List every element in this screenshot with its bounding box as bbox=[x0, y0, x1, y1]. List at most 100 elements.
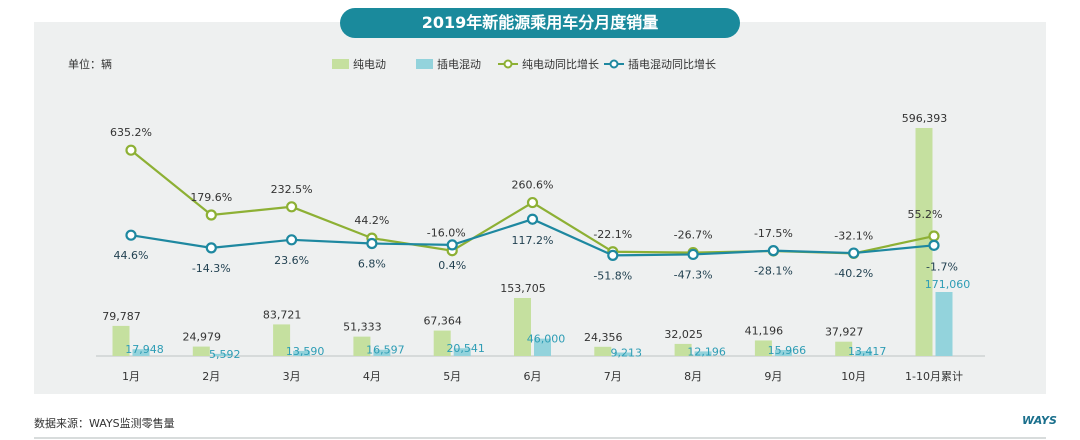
line-label-1-0: 44.6% bbox=[114, 249, 149, 262]
x-tick-label-8: 9月 bbox=[764, 370, 782, 383]
bar-phev-10 bbox=[935, 292, 953, 356]
bar-phev-7 bbox=[694, 351, 712, 356]
chart-title: 2019年新能源乘用车分月度销量 bbox=[340, 8, 740, 38]
bar-label-bev-4: 67,364 bbox=[423, 315, 462, 328]
legend-marker-3 bbox=[609, 59, 619, 69]
bar-label-bev-8: 41,196 bbox=[745, 324, 784, 337]
legend-label-1: 插电混动 bbox=[437, 57, 481, 71]
bar-label-phev-7: 12,196 bbox=[687, 345, 726, 358]
x-tick-label-0: 1月 bbox=[122, 370, 140, 383]
bar-label-phev-1: 5,592 bbox=[209, 348, 241, 361]
bar-phev-1 bbox=[212, 353, 230, 356]
bar-label-phev-3: 16,597 bbox=[366, 344, 405, 357]
line-label-0-8: -17.5% bbox=[754, 227, 793, 240]
bar-bev-6 bbox=[594, 346, 612, 356]
x-tick-label-5: 6月 bbox=[524, 370, 542, 383]
line-point-1-0 bbox=[125, 229, 137, 241]
line-point-0-10 bbox=[928, 230, 940, 242]
legend-label-3: 插电混动同比增长 bbox=[628, 57, 716, 71]
line-point-0-5 bbox=[526, 196, 539, 209]
bar-phev-6 bbox=[614, 352, 632, 356]
line-label-1-10: -1.7% bbox=[926, 260, 958, 273]
bar-bev-2 bbox=[273, 324, 291, 356]
bar-bev-8 bbox=[754, 340, 772, 356]
bar-bev-9 bbox=[835, 341, 853, 356]
bar-label-bev-10: 596,393 bbox=[902, 112, 948, 125]
line-label-0-4: -16.0% bbox=[427, 227, 466, 240]
bar-label-bev-9: 37,927 bbox=[825, 326, 864, 339]
line-label-0-6: -22.1% bbox=[593, 228, 632, 241]
line-point-0-2 bbox=[286, 201, 298, 213]
bar-label-phev-0: 17,948 bbox=[125, 343, 164, 356]
bar-label-phev-2: 13,590 bbox=[286, 345, 325, 358]
line-label-1-5: 117.2% bbox=[512, 234, 554, 247]
legend-swatch-1 bbox=[416, 59, 433, 69]
x-tick-label-10: 1-10月累计 bbox=[905, 370, 963, 383]
line-label-1-9: -40.2% bbox=[834, 267, 873, 280]
line-label-0-0: 635.2% bbox=[110, 126, 152, 139]
footer-divider bbox=[34, 437, 1046, 439]
bar-phev-8 bbox=[774, 349, 792, 356]
x-tick-label-9: 10月 bbox=[841, 370, 866, 383]
bar-bev-4 bbox=[433, 330, 451, 356]
line-point-1-8 bbox=[767, 245, 780, 257]
line-point-1-10 bbox=[928, 239, 940, 251]
line-point-1-5 bbox=[526, 213, 539, 225]
bar-label-bev-0: 79,787 bbox=[102, 310, 141, 323]
line-label-0-1: 179.6% bbox=[190, 191, 232, 204]
x-tick-label-7: 8月 bbox=[684, 370, 702, 383]
bar-label-phev-10: 171,060 bbox=[925, 278, 971, 291]
bar-label-bev-7: 32,025 bbox=[664, 328, 703, 341]
line-point-1-4 bbox=[446, 239, 458, 251]
bar-bev-3 bbox=[353, 336, 371, 356]
line-point-1-7 bbox=[687, 248, 699, 261]
bar-label-phev-9: 13,417 bbox=[848, 345, 887, 358]
line-label-1-3: 6.8% bbox=[358, 258, 386, 271]
line-label-1-7: -47.3% bbox=[674, 268, 713, 281]
line-label-0-5: 260.6% bbox=[512, 179, 554, 192]
bar-phev-4 bbox=[453, 348, 471, 356]
bar-bev-5 bbox=[514, 298, 531, 356]
line-label-0-9: -32.1% bbox=[834, 229, 873, 242]
line-point-1-3 bbox=[366, 237, 378, 250]
bar-bev-1 bbox=[192, 346, 210, 356]
bar-bev-0 bbox=[112, 325, 130, 356]
line-label-0-10: 55.2% bbox=[908, 208, 943, 221]
bar-phev-0 bbox=[132, 349, 150, 356]
bar-label-bev-3: 51,333 bbox=[343, 321, 382, 334]
bar-label-phev-5: 46,000 bbox=[527, 333, 566, 346]
legend-label-0: 纯电动 bbox=[353, 58, 386, 71]
bar-label-phev-6: 9,213 bbox=[611, 347, 643, 360]
x-tick-label-3: 4月 bbox=[363, 370, 381, 383]
unit-label: 单位：辆 bbox=[68, 57, 112, 71]
legend-label-2: 纯电动同比增长 bbox=[522, 57, 599, 71]
bar-bev-7 bbox=[674, 343, 692, 356]
line-point-0-0 bbox=[125, 144, 137, 156]
line-label-1-8: -28.1% bbox=[754, 265, 793, 278]
x-tick-label-4: 5月 bbox=[443, 370, 461, 383]
line-label-0-2: 232.5% bbox=[271, 183, 313, 196]
x-tick-label-6: 7月 bbox=[604, 370, 622, 383]
x-tick-label-2: 3月 bbox=[283, 370, 301, 383]
bar-bev-10 bbox=[915, 128, 933, 356]
line-point-1-2 bbox=[286, 234, 298, 246]
line-label-1-4: 0.4% bbox=[438, 259, 466, 272]
bar-phev-3 bbox=[373, 349, 391, 356]
data-source-note: 数据来源：WAYS监测零售量 bbox=[34, 417, 175, 430]
line-label-1-2: 23.6% bbox=[274, 254, 309, 267]
bar-label-phev-4: 20,541 bbox=[446, 342, 485, 355]
bar-label-bev-6: 24,356 bbox=[584, 331, 623, 344]
legend-marker-2 bbox=[503, 59, 513, 69]
line-point-1-9 bbox=[848, 247, 860, 259]
bar-phev-5 bbox=[534, 338, 551, 356]
line-label-1-1: -14.3% bbox=[192, 262, 231, 275]
x-tick-label-1: 2月 bbox=[202, 370, 220, 383]
line-point-1-1 bbox=[205, 242, 217, 254]
legend-swatch-0 bbox=[332, 59, 349, 69]
line-label-0-7: -26.7% bbox=[674, 229, 713, 242]
bar-phev-9 bbox=[855, 350, 873, 356]
bar-label-bev-2: 83,721 bbox=[263, 308, 302, 321]
bar-phev-2 bbox=[293, 350, 311, 356]
bar-label-bev-5: 153,705 bbox=[500, 282, 546, 295]
